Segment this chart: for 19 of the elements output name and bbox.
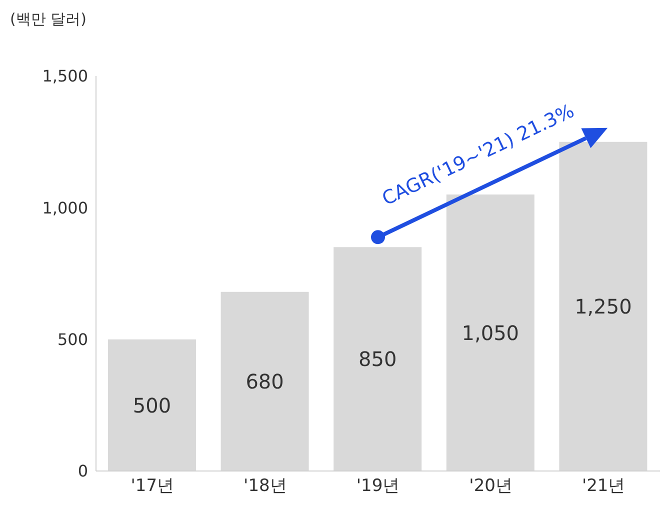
y-tick-label: 0	[78, 462, 88, 481]
x-tick-label: '20년	[469, 476, 512, 496]
data-label: 1,050	[462, 320, 520, 345]
y-tick-label: 1,000	[42, 198, 88, 218]
x-tick-label: '19년	[356, 476, 400, 496]
y-tick-label: 500	[57, 330, 88, 350]
x-tick-label: '18년	[244, 476, 287, 496]
bar	[334, 247, 422, 471]
bar	[559, 142, 648, 471]
y-axis-title: (백만 달러)	[10, 10, 86, 29]
y-tick-label: 1,500	[42, 66, 88, 86]
data-label: 680	[246, 370, 284, 394]
x-tick-label: '17년	[130, 476, 174, 496]
bar	[108, 339, 196, 471]
bar	[220, 292, 309, 471]
data-label: 500	[132, 393, 172, 418]
x-tick-label: '21년	[582, 476, 626, 496]
data-label: 850	[358, 347, 397, 372]
data-label: 1,250	[574, 294, 632, 319]
